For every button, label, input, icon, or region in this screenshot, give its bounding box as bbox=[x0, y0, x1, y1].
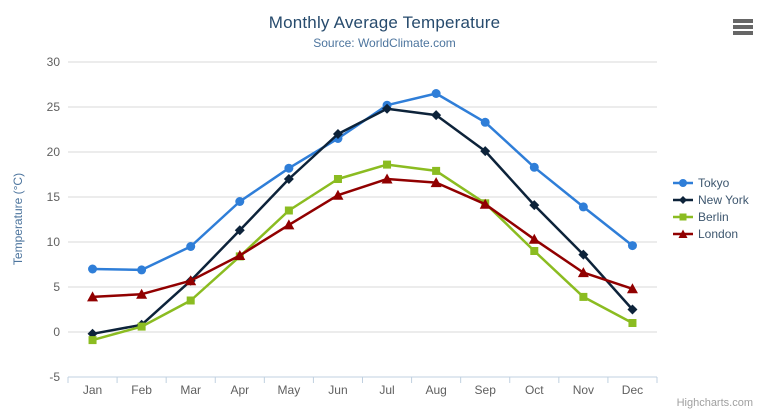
data-point-london[interactable] bbox=[626, 283, 638, 294]
diamond-marker-icon bbox=[673, 196, 693, 204]
x-axis-tick-label: Nov bbox=[573, 383, 594, 397]
data-point-tokyo[interactable] bbox=[88, 264, 98, 274]
x-axis-tick-label: May bbox=[278, 383, 301, 397]
y-axis-tick-label: 30 bbox=[47, 55, 61, 69]
y-axis-tick-label: 10 bbox=[47, 235, 61, 249]
data-point-berlin[interactable] bbox=[383, 160, 392, 169]
legend-item-london[interactable]: London bbox=[673, 227, 749, 241]
data-point-berlin[interactable] bbox=[579, 292, 588, 301]
legend-item-berlin[interactable]: Berlin bbox=[673, 210, 749, 224]
data-point-tokyo[interactable] bbox=[480, 117, 490, 127]
data-point-london[interactable] bbox=[234, 250, 246, 260]
data-point-london[interactable] bbox=[136, 288, 148, 299]
data-point-tokyo[interactable] bbox=[431, 89, 441, 98]
export-menu-button[interactable] bbox=[731, 17, 755, 37]
data-point-berlin[interactable] bbox=[186, 296, 195, 305]
y-axis-tick-label: 15 bbox=[47, 190, 61, 204]
series-line-tokyo bbox=[91, 92, 634, 272]
x-axis-tick-label: Mar bbox=[180, 383, 201, 397]
data-point-london[interactable] bbox=[283, 219, 295, 230]
circle-marker-icon bbox=[673, 179, 693, 187]
x-axis-tick-label: Sep bbox=[475, 383, 497, 397]
data-point-berlin[interactable] bbox=[137, 322, 146, 331]
y-axis-tick-label: 0 bbox=[53, 325, 60, 339]
data-point-london[interactable] bbox=[185, 275, 197, 286]
data-point-london[interactable] bbox=[577, 267, 589, 278]
x-axis-tick-label: Aug bbox=[425, 383, 446, 397]
data-point-tokyo[interactable] bbox=[627, 241, 637, 251]
square-marker-icon bbox=[673, 213, 693, 221]
chart-legend: Tokyo New York Berlin London bbox=[673, 176, 749, 241]
hamburger-icon bbox=[733, 25, 753, 29]
x-axis-tick-label: Oct bbox=[525, 383, 544, 397]
highcharts-credit-link[interactable]: Highcharts.com bbox=[676, 397, 753, 409]
y-axis-tick-label: -5 bbox=[49, 370, 60, 384]
data-point-london[interactable] bbox=[528, 233, 540, 244]
data-point-new-york[interactable] bbox=[431, 110, 442, 121]
legend-item-new-york[interactable]: New York bbox=[673, 193, 749, 207]
hamburger-icon bbox=[733, 31, 753, 35]
legend-label: London bbox=[698, 227, 739, 241]
data-point-new-york[interactable] bbox=[234, 225, 245, 236]
x-axis-tick-label: Feb bbox=[131, 383, 152, 397]
data-point-london[interactable] bbox=[479, 198, 491, 209]
legend-item-tokyo[interactable]: Tokyo bbox=[673, 176, 749, 190]
x-axis-tick-label: Apr bbox=[230, 383, 249, 397]
data-point-tokyo[interactable] bbox=[284, 163, 294, 173]
data-point-london[interactable] bbox=[381, 173, 393, 184]
y-axis-title: Temperature (°C) bbox=[11, 173, 25, 265]
hamburger-icon bbox=[733, 19, 753, 23]
data-point-new-york[interactable] bbox=[382, 103, 393, 114]
data-point-tokyo[interactable] bbox=[578, 202, 588, 212]
data-point-berlin[interactable] bbox=[333, 175, 342, 183]
x-axis-tick-label: Dec bbox=[622, 383, 643, 397]
data-point-new-york[interactable] bbox=[283, 174, 294, 184]
y-axis-tick-label: 5 bbox=[53, 280, 60, 294]
data-point-berlin[interactable] bbox=[628, 319, 637, 327]
x-axis-tick-label: Jul bbox=[379, 383, 394, 397]
x-axis-tick-label: Jun bbox=[328, 383, 347, 397]
data-point-new-york[interactable] bbox=[332, 129, 343, 139]
data-point-berlin[interactable] bbox=[432, 166, 441, 175]
data-point-berlin[interactable] bbox=[88, 336, 97, 345]
chart-title: Monthly Average Temperature bbox=[268, 13, 501, 32]
triangle-marker-icon bbox=[673, 229, 693, 238]
data-point-new-york[interactable] bbox=[529, 200, 540, 211]
data-point-tokyo[interactable] bbox=[529, 162, 539, 172]
x-axis-tick-label: Jan bbox=[83, 383, 102, 397]
legend-label: Berlin bbox=[698, 210, 729, 224]
chart-subtitle: Source: WorldClimate.com bbox=[313, 36, 456, 50]
series-line-new-york bbox=[91, 107, 634, 336]
data-point-new-york[interactable] bbox=[480, 146, 491, 157]
y-axis-tick-label: 20 bbox=[47, 145, 61, 159]
legend-label: Tokyo bbox=[698, 176, 730, 190]
data-point-london[interactable] bbox=[430, 177, 442, 188]
data-point-new-york[interactable] bbox=[578, 249, 589, 260]
data-point-tokyo[interactable] bbox=[137, 265, 147, 275]
series-line-berlin bbox=[91, 163, 634, 342]
data-point-new-york[interactable] bbox=[627, 304, 638, 315]
data-point-berlin[interactable] bbox=[530, 247, 539, 255]
data-point-tokyo[interactable] bbox=[235, 197, 245, 206]
data-point-london[interactable] bbox=[87, 291, 99, 302]
y-axis-tick-label: 25 bbox=[47, 100, 61, 114]
data-point-berlin[interactable] bbox=[284, 206, 293, 215]
legend-label: New York bbox=[698, 193, 749, 207]
data-point-tokyo[interactable] bbox=[186, 242, 196, 251]
series-line-london bbox=[91, 177, 634, 299]
data-point-london[interactable] bbox=[332, 189, 344, 200]
